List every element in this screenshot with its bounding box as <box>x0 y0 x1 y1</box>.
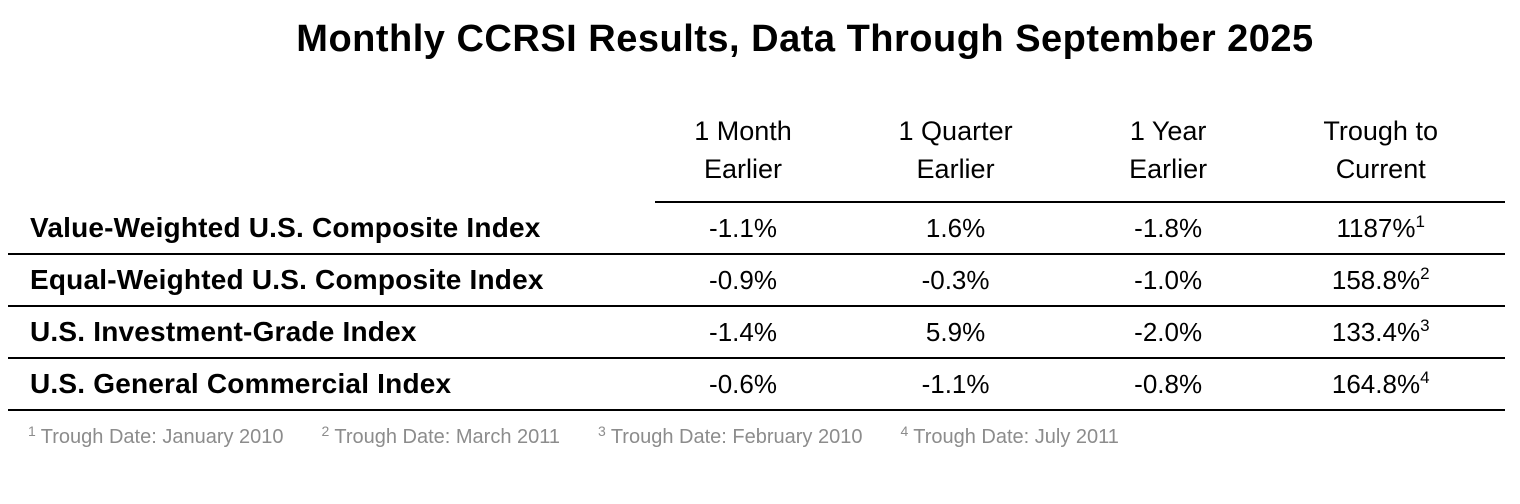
trough-value: 158.8% <box>1331 264 1421 295</box>
column-header-line2: Current <box>1335 154 1426 184</box>
cell-trough-to-current: 1187%1 <box>1292 202 1505 255</box>
trough-value: 133.4% <box>1331 316 1421 347</box>
row-label: U.S. General Commercial Index <box>8 358 655 411</box>
cell-1-quarter: -1.1% <box>867 358 1080 411</box>
footnote-marker: 2 <box>1420 263 1430 283</box>
footnote-marker: 3 <box>598 423 606 439</box>
footnote-3: 3 Trough Date: February 2010 <box>598 423 863 449</box>
cell-1-month: -0.9% <box>654 254 868 307</box>
cell-1-month: -0.6% <box>654 358 868 411</box>
column-header-line2: Earlier <box>1129 154 1208 184</box>
footnote-marker: 2 <box>321 423 330 439</box>
cell-1-year: -2.0% <box>1079 306 1293 359</box>
cell-1-month: -1.4% <box>654 306 868 359</box>
cell-1-quarter: 1.6% <box>867 202 1080 255</box>
cell-trough-to-current: 158.8%2 <box>1292 254 1505 307</box>
cell-1-quarter: -0.3% <box>867 254 1080 307</box>
trough-value: 164.8% <box>1331 368 1421 399</box>
footnote-marker: 4 <box>1420 367 1430 387</box>
row-label: Equal-Weighted U.S. Composite Index <box>8 254 655 307</box>
header-spacer-cell <box>8 86 655 202</box>
row-label: Value-Weighted U.S. Composite Index <box>8 202 655 255</box>
footnote-text: Trough Date: January 2010 <box>40 426 284 448</box>
table-row-equal-weighted: Equal-Weighted U.S. Composite Index -0.9… <box>8 254 1505 307</box>
cell-1-month: -1.1% <box>654 202 868 255</box>
table-header-row: 1 Month Earlier 1 Quarter Earlier 1 Year… <box>8 86 1505 203</box>
column-header-line2: Earlier <box>916 154 995 184</box>
table-row-value-weighted: Value-Weighted U.S. Composite Index -1.1… <box>8 202 1505 255</box>
footnote-marker: 1 <box>1415 211 1425 231</box>
column-header-trough-to-current: Trough to Current <box>1292 86 1505 203</box>
footnotes: 1 Trough Date: January 2010 2 Trough Date:… <box>28 423 1520 449</box>
column-header-line1: Trough to <box>1323 116 1438 146</box>
column-header-1-quarter: 1 Quarter Earlier <box>867 86 1080 203</box>
column-header-1-year: 1 Year Earlier <box>1079 86 1293 203</box>
footnote-1: 1 Trough Date: January 2010 <box>28 423 284 449</box>
cell-1-year: -1.0% <box>1079 254 1293 307</box>
page-title: Monthly CCRSI Results, Data Through Sept… <box>296 18 1314 60</box>
cell-trough-to-current: 133.4%3 <box>1292 306 1505 359</box>
cell-1-year: -0.8% <box>1079 358 1293 411</box>
table-row-general-commercial: U.S. General Commercial Index -0.6% -1.1… <box>8 358 1505 411</box>
footnote-2: 2 Trough Date: March 2011 <box>321 423 561 449</box>
cell-1-quarter: 5.9% <box>867 306 1080 359</box>
footnote-marker: 1 <box>28 423 36 439</box>
ccrsi-results-page: Monthly CCRSI Results, Data Through Sept… <box>0 16 1520 504</box>
footnote-marker: 4 <box>900 423 909 439</box>
footnote-4: 4 Trough Date: July 2011 <box>900 423 1119 449</box>
column-header-1-month: 1 Month Earlier <box>654 86 868 203</box>
column-header-line2: Earlier <box>703 154 783 184</box>
ccrsi-results-table: 1 Month Earlier 1 Quarter Earlier 1 Year… <box>8 86 1505 411</box>
footnote-text: Trough Date: July 2011 <box>913 426 1119 448</box>
footnote-text: Trough Date: March 2011 <box>334 426 561 448</box>
table-row-investment-grade: U.S. Investment-Grade Index -1.4% 5.9% -… <box>8 306 1505 359</box>
column-header-line1: 1 Month <box>694 116 792 146</box>
column-header-line1: 1 Year <box>1129 116 1207 146</box>
cell-trough-to-current: 164.8%4 <box>1292 358 1505 411</box>
column-header-line1: 1 Quarter <box>898 116 1013 146</box>
footnote-text: Trough Date: February 2010 <box>610 426 863 448</box>
cell-1-year: -1.8% <box>1079 202 1293 255</box>
row-label: U.S. Investment-Grade Index <box>8 306 655 359</box>
footnote-marker: 3 <box>1420 315 1430 335</box>
trough-value: 1187% <box>1336 212 1416 243</box>
